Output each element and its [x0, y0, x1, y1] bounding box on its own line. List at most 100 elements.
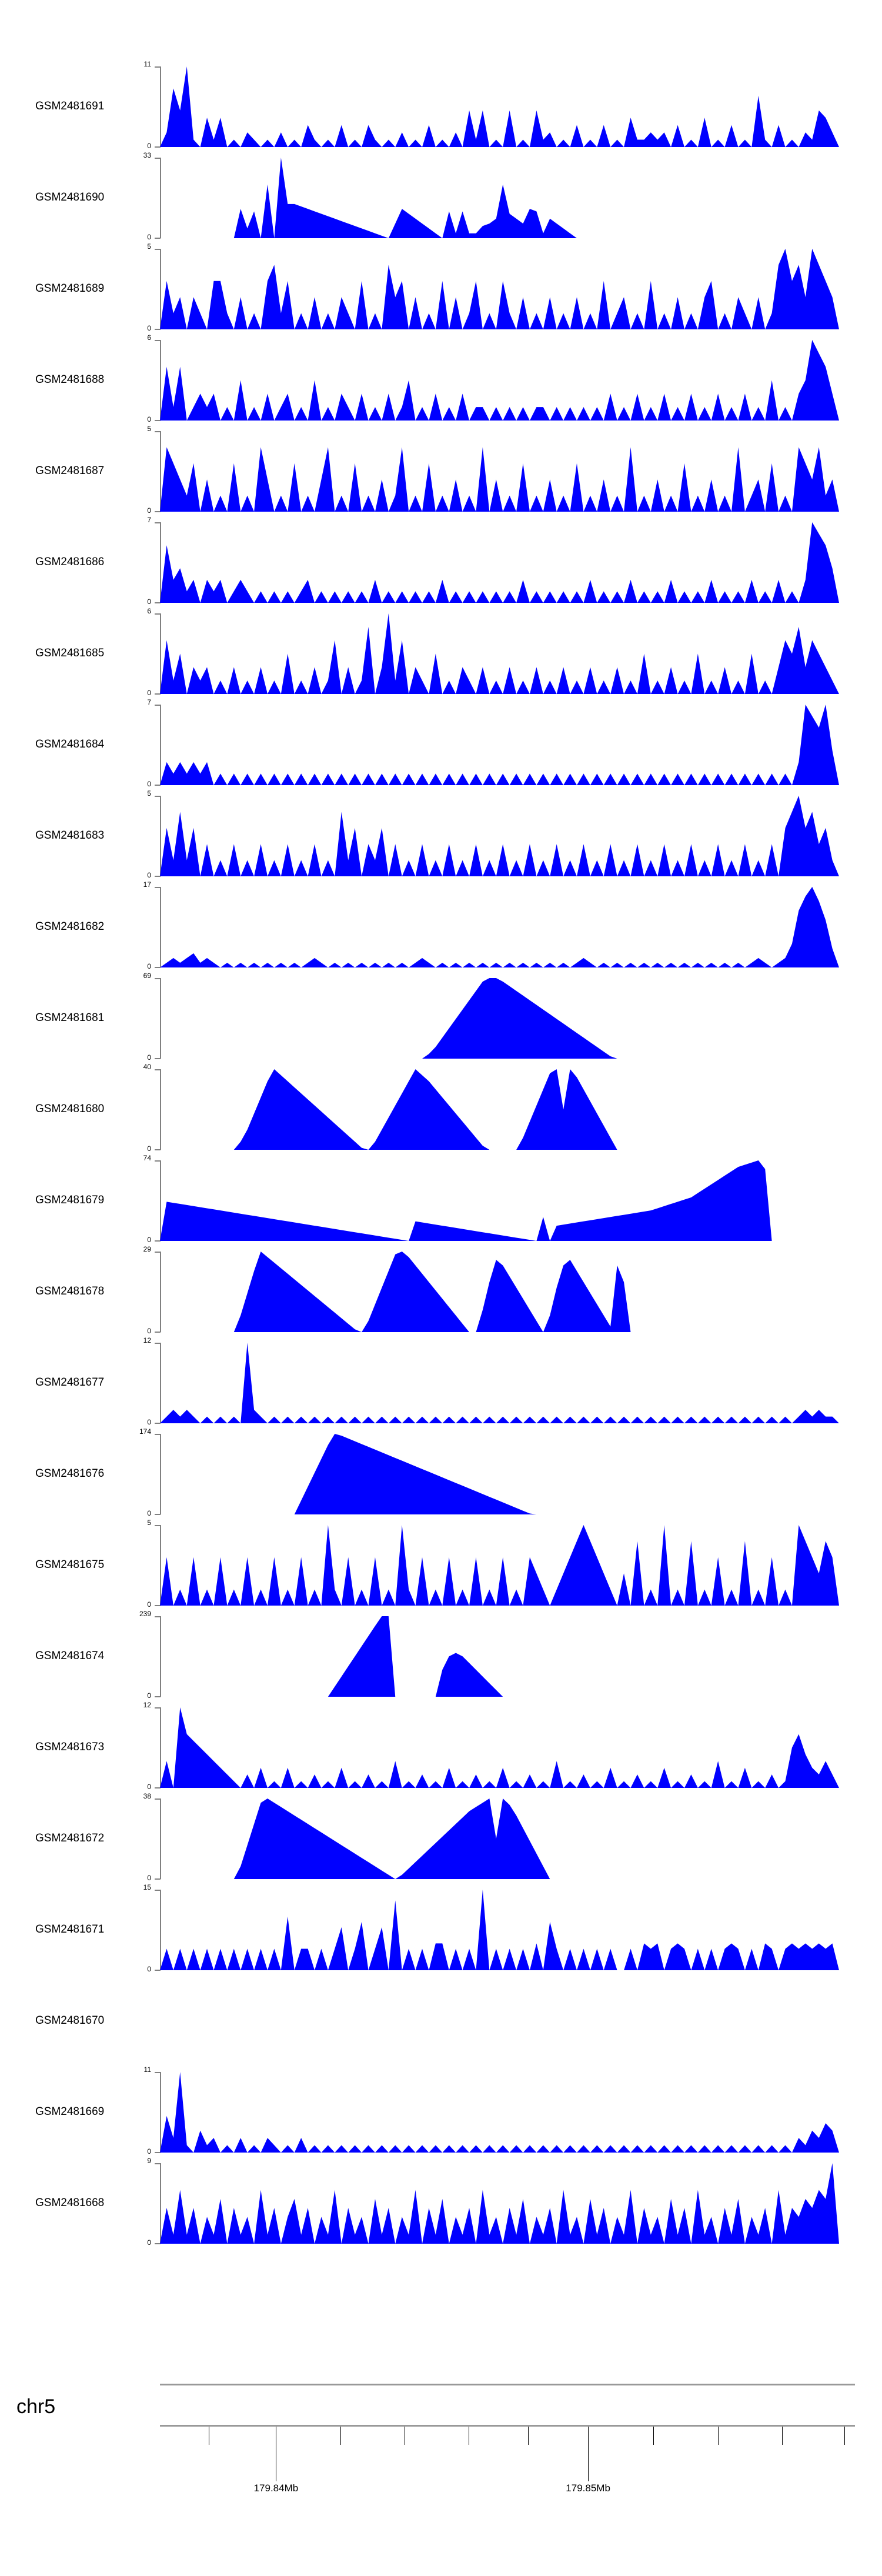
y-axis-tick-zero [155, 2152, 161, 2153]
coverage-area [160, 796, 839, 876]
y-axis-tick-max [155, 1252, 161, 1253]
y-axis-zero-label: 0 [147, 689, 151, 697]
y-axis-line [160, 158, 161, 238]
chromosome-tick [588, 2427, 589, 2481]
coverage-area [160, 447, 839, 512]
y-axis-line [160, 978, 161, 1059]
chromosome-axis: chr5 179.84Mb 179.85Mb [0, 2373, 882, 2567]
y-axis-zero-label: 0 [147, 506, 151, 515]
y-axis-line [160, 1434, 161, 1514]
y-axis-line [160, 340, 161, 421]
y-axis-zero-label: 0 [147, 1600, 151, 1609]
ideogram-rule-bottom [160, 2425, 855, 2427]
y-axis-zero-label: 0 [147, 871, 151, 879]
y-axis-zero-label: 0 [147, 962, 151, 970]
track-label-GSM2481670: GSM2481670 [35, 2014, 105, 2027]
y-axis-zero-label: 0 [147, 1236, 151, 1244]
coverage-area [160, 1069, 839, 1150]
y-axis-zero-label: 0 [147, 2147, 151, 2155]
y-axis-tick-zero [155, 329, 161, 330]
y-axis-line [160, 431, 161, 512]
y-axis-tick-zero [155, 1332, 161, 1333]
track-label-GSM2481690: GSM2481690 [35, 191, 105, 203]
y-axis-max-label: 69 [143, 972, 151, 980]
y-axis-line [160, 1798, 161, 1879]
y-axis-zero-label: 0 [147, 1053, 151, 1062]
coverage-area [160, 2163, 839, 2244]
y-axis-max-label: 74 [143, 1154, 151, 1162]
track-label-GSM2481677: GSM2481677 [35, 1376, 105, 1389]
y-axis-line [160, 1890, 161, 1970]
y-axis-tick-max [155, 249, 161, 250]
coverage-area [160, 1160, 839, 1241]
y-axis-max-label: 12 [143, 1701, 151, 1709]
track-label-GSM2481668: GSM2481668 [35, 2196, 105, 2209]
y-axis-max-label: 15 [143, 1883, 151, 1891]
y-axis-zero-label: 0 [147, 1327, 151, 1335]
coverage-area [160, 1707, 839, 1788]
coverage-area [160, 1798, 839, 1879]
coverage-area [160, 249, 839, 329]
chromosome-tick [340, 2427, 342, 2445]
y-axis-tick-zero [155, 146, 161, 148]
y-axis-max-label: 6 [147, 333, 151, 342]
y-axis-tick-zero [155, 1787, 161, 1788]
coverage-area [160, 340, 839, 421]
coverage-area [160, 705, 839, 785]
y-axis-tick-zero [155, 420, 161, 421]
y-axis-max-label: 5 [147, 242, 151, 251]
track-label-GSM2481685: GSM2481685 [35, 646, 105, 659]
y-axis-tick-max [155, 1707, 161, 1709]
chromosome-tick [653, 2427, 654, 2445]
track-label-GSM2481680: GSM2481680 [35, 1102, 105, 1115]
y-axis-zero-label: 0 [147, 324, 151, 332]
track-label-GSM2481674: GSM2481674 [35, 1649, 105, 1662]
track-label-GSM2481673: GSM2481673 [35, 1740, 105, 1753]
y-axis-tick-zero [155, 1878, 161, 1880]
y-axis-max-label: 9 [147, 2157, 151, 2165]
track-label-GSM2481678: GSM2481678 [35, 1284, 105, 1297]
y-axis-tick-zero [155, 1149, 161, 1150]
y-axis-max-label: 6 [147, 607, 151, 615]
y-axis-tick-max [155, 1160, 161, 1162]
y-axis-tick-max [155, 1434, 161, 1435]
y-axis-max-label: 5 [147, 1519, 151, 1527]
y-axis-zero-label: 0 [147, 1874, 151, 1882]
y-axis-tick-max [155, 66, 161, 68]
coverage-area [160, 1525, 839, 1606]
coverage-area [160, 1434, 839, 1514]
y-axis-tick-max [155, 158, 161, 159]
coverage-area [160, 1890, 839, 1970]
y-axis-tick-max [155, 705, 161, 706]
track-label-GSM2481684: GSM2481684 [35, 738, 105, 750]
y-axis-zero-label: 0 [147, 415, 151, 423]
y-axis-tick-zero [155, 1423, 161, 1424]
y-axis-zero-label: 0 [147, 780, 151, 788]
y-axis-zero-label: 0 [147, 142, 151, 150]
y-axis-max-label: 11 [143, 60, 151, 68]
track-label-GSM2481679: GSM2481679 [35, 1193, 105, 1206]
y-axis-tick-max [155, 1890, 161, 1891]
y-axis-zero-label: 0 [147, 233, 151, 241]
track-label-GSM2481682: GSM2481682 [35, 920, 105, 933]
y-axis-tick-zero [155, 967, 161, 968]
y-axis-tick-max [155, 887, 161, 888]
track-label-GSM2481672: GSM2481672 [35, 1831, 105, 1844]
y-axis-tick-max [155, 2072, 161, 2073]
y-axis-line [160, 887, 161, 967]
y-axis-tick-max [155, 340, 161, 341]
chromosome-tick-label: 179.84Mb [253, 2482, 299, 2494]
y-axis-line [160, 249, 161, 329]
track-label-GSM2481675: GSM2481675 [35, 1558, 105, 1571]
chromosome-tick [844, 2427, 846, 2445]
y-axis-line [160, 1069, 161, 1150]
y-axis-tick-zero [155, 1058, 161, 1059]
y-axis-max-label: 29 [143, 1245, 151, 1253]
y-axis-max-label: 7 [147, 516, 151, 524]
y-axis-line [160, 1252, 161, 1332]
y-axis-line [160, 796, 161, 876]
y-axis-max-label: 12 [143, 1336, 151, 1344]
track-label-GSM2481686: GSM2481686 [35, 555, 105, 568]
y-axis-tick-max [155, 1798, 161, 1800]
